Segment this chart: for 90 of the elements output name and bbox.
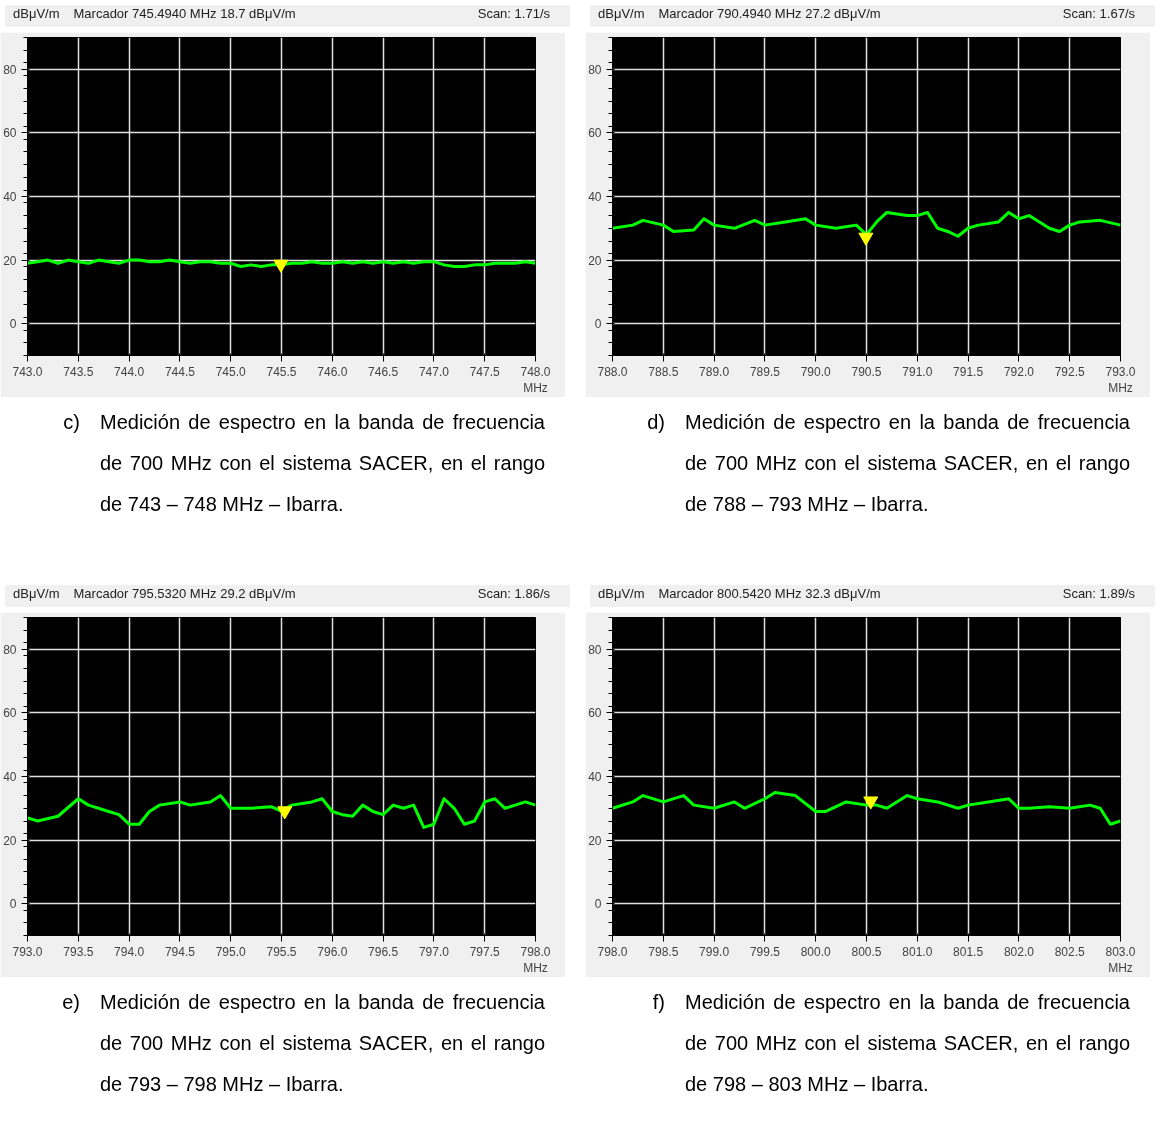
text: Medición de espectro en la banda de frecuencia de 700 MHz con el sistema SACER, en el rango de 788 – 793 MHz – Ibarra. [685,410,1130,517]
x-tick-label: 797.0 [418,944,450,959]
line-series [612,790,1121,826]
x-axis-title: MHz [1108,960,1133,975]
text: Medición de espectro en la banda de frecuencia de 700 MHz con el sistema SACER, en el rango de 793 – 798 MHz – Ibarra. [100,990,545,1097]
x-tick-label: 789.5 [749,364,781,379]
x-axis-title: MHz [523,960,548,975]
y-tick-label: 20 [588,833,602,848]
y-tick-label: 40 [588,770,602,784]
y-axis-title: dBμV/m [13,5,60,23]
x-tick-label: 799.0 [699,944,730,959]
y-tick-label: 0 [9,897,17,912]
x-tick-label: 800.0 [800,944,832,959]
x-tick-label: 746.5 [368,364,399,379]
text: Scan: 1.71/s [477,5,550,23]
x-tick-label: 793.0 [1105,364,1136,379]
x-tick-label: 743.0 [12,364,43,379]
text: Medición de espectro en la banda de frecuencia de 700 MHz con el sistema SACER, en el rango de 798 – 803 MHz – Ibarra. [685,990,1130,1097]
x-tick-label: 803.0 [1105,944,1136,959]
y-tick-label: 0 [594,897,602,912]
y-tick-label: 80 [588,642,602,657]
y-tick-label: 0 [9,317,17,332]
x-tick-label: 798.0 [597,944,628,959]
y-tick-label: 40 [3,190,17,204]
y-tick-label: 60 [3,126,17,141]
x-tick-label: 799.5 [749,944,781,959]
text: f) [651,990,666,1015]
x-tick-label: 745.0 [215,364,247,379]
y-tick-label: 60 [3,706,17,721]
y-tick-label: 20 [3,833,17,848]
y-tick-label: 80 [588,62,602,77]
x-tick-label: 795.5 [266,944,297,959]
x-tick-label: 797.5 [469,944,501,959]
x-tick-label: 796.5 [368,944,399,959]
x-tick-label: 793.5 [63,944,94,959]
line-series [27,794,536,829]
x-tick-label: 802.0 [1003,944,1035,959]
y-tick-label: 40 [588,190,602,204]
y-tick-label: 20 [588,253,602,268]
x-axis-title: MHz [523,380,548,395]
x-tick-label: 792.5 [1054,364,1086,379]
x-tick-label: 789.0 [699,364,730,379]
x-tick-label: 798.0 [520,944,551,959]
x-tick-label: 801.5 [953,944,984,959]
x-tick-label: 798.5 [648,944,679,959]
y-axis-title: dBμV/m [13,585,60,603]
x-tick-label: 792.0 [1003,364,1035,379]
x-tick-label: 794.0 [114,944,145,959]
x-tick-label: 744.0 [114,364,145,379]
x-tick-label: 790.0 [800,364,832,379]
x-tick-label: 744.5 [164,364,196,379]
x-tick-label: 795.0 [215,944,247,959]
x-tick-label: 790.5 [851,364,882,379]
x-tick-label: 743.5 [63,364,94,379]
chart-title: Marcador 790.4940 MHz 27.2 dBμV/m [658,5,881,23]
x-tick-label: 793.0 [12,944,43,959]
x-tick-label: 747.0 [418,364,450,379]
text: Scan: 1.89/s [1062,585,1135,603]
x-tick-label: 788.5 [648,364,679,379]
x-tick-label: 796.0 [317,944,348,959]
x-tick-label: 746.0 [317,364,348,379]
y-tick-label: 80 [3,62,17,77]
chart-title: Marcador 800.5420 MHz 32.3 dBμV/m [658,585,881,603]
y-tick-label: 60 [588,126,602,141]
x-tick-label: 791.0 [902,364,933,379]
x-tick-label: 794.5 [164,944,196,959]
x-tick-label: 800.5 [851,944,882,959]
y-axis-title: dBμV/m [598,585,645,603]
text: c) [62,410,81,435]
x-tick-label: 745.5 [266,364,297,379]
x-tick-label: 747.5 [469,364,501,379]
y-tick-label: 60 [588,706,602,721]
x-axis-title: MHz [1108,380,1133,395]
chart-title: Marcador 745.4940 MHz 18.7 dBμV/m [73,5,296,23]
x-tick-label: 748.0 [520,364,551,379]
text: Medición de espectro en la banda de frecuencia de 700 MHz con el sistema SACER, en el rango de 743 – 748 MHz – Ibarra. [100,410,545,517]
y-tick-label: 20 [3,253,17,268]
text: d) [646,410,666,435]
text: Scan: 1.86/s [477,585,550,603]
y-tick-label: 0 [594,317,602,332]
text: Scan: 1.67/s [1062,5,1135,23]
x-tick-label: 801.0 [902,944,933,959]
y-tick-label: 40 [3,770,17,784]
y-axis-title: dBμV/m [598,5,645,23]
y-tick-label: 80 [3,642,17,657]
x-tick-label: 791.5 [953,364,984,379]
chart-title: Marcador 795.5320 MHz 29.2 dBμV/m [73,585,296,603]
x-tick-label: 788.0 [597,364,628,379]
x-tick-label: 802.5 [1054,944,1086,959]
text: e) [61,990,81,1015]
